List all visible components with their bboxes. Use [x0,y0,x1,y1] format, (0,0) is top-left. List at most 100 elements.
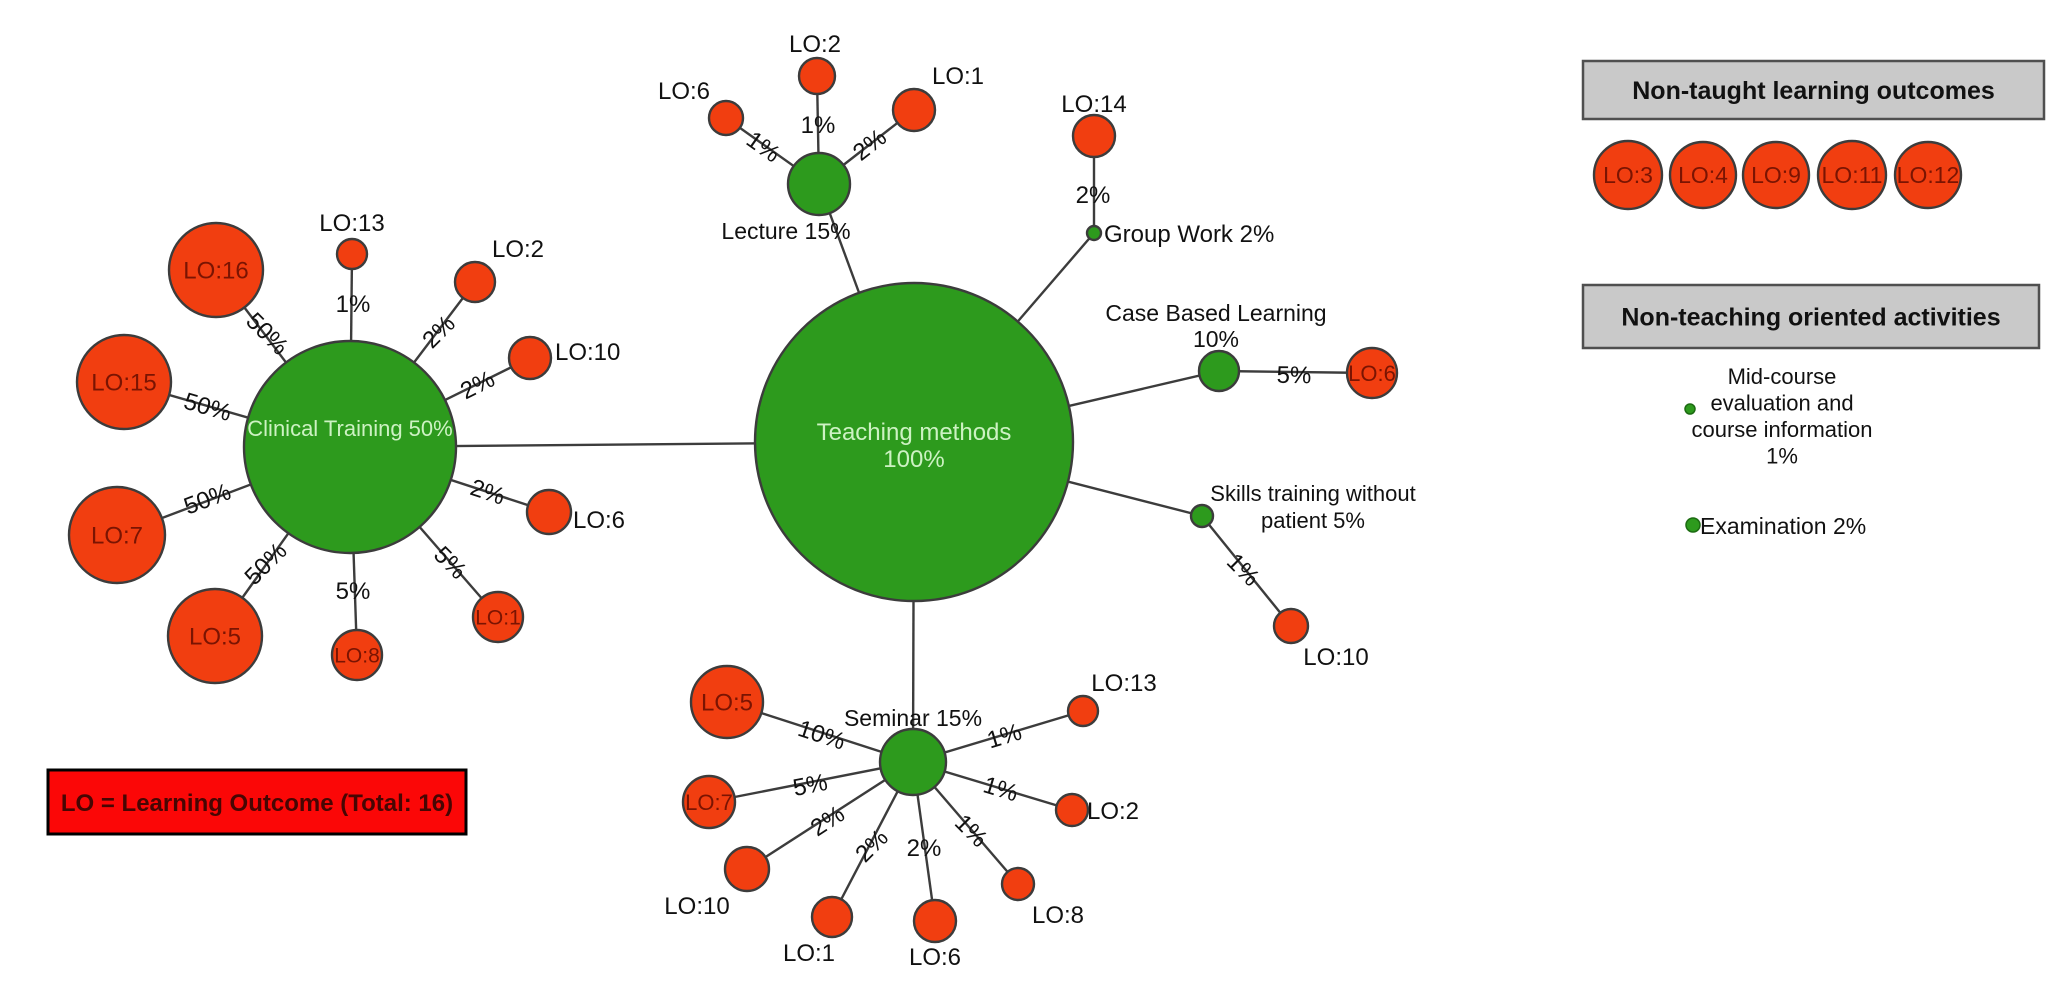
non-taught-header-box [1581,59,2046,121]
node-sem-lo2-label: LO:2 [1087,798,1139,825]
nt-lo11 [1816,139,1888,211]
legend-label: LO = Learning Outcome (Total: 16) [61,790,453,817]
node-ct-lo8 [330,628,384,682]
edge-label-group-work-gw-lo14: 2% [1076,182,1111,209]
node-cbl-lo6 [1345,346,1399,400]
node-lec-lo1-label: LO:1 [932,63,984,90]
node-teaching-label-0: Teaching methods [817,419,1012,446]
edge-skills-training-sk-lo10 [1201,515,1292,627]
node-sem-lo6-label: LO:6 [909,944,961,971]
nt-lo4 [1668,140,1738,210]
node-teaching-label-1: 100% [883,446,944,473]
node-sk-lo10 [1272,607,1310,645]
node-ct-lo2-label: LO:2 [492,236,544,263]
node-ct-lo16-label: LO:16 [183,258,248,285]
mid-course-evaluation-dot [1684,403,1696,415]
node-ct-lo15-label: LO:15 [91,370,156,397]
edge-label-seminar-sem-lo1: 2% [850,824,894,868]
node-lecture-label: Lecture 15% [721,218,850,244]
examination-label: Examination 2% [1700,513,1866,539]
node-lec-lo2 [797,56,837,96]
nt-lo12 [1893,140,1963,210]
node-sem-lo2 [1054,792,1090,828]
nt-lo9 [1741,140,1811,210]
node-ct-lo1 [471,590,525,644]
node-sem-lo10 [723,845,771,893]
node-case-based-learning-label-0: Case Based Learning [1105,300,1326,326]
edge-label-clinical-ct-lo13: 1% [336,291,371,318]
node-sem-lo5-label: LO:5 [701,690,753,717]
node-skills-training-label-1: patient 5% [1261,508,1365,533]
node-sem-lo8 [1000,866,1036,902]
node-ct-lo5 [166,587,264,685]
node-ct-lo7-label: LO:7 [91,523,143,550]
node-ct-lo13 [335,237,369,271]
node-ct-lo10 [507,335,553,381]
node-gw-lo14 [1071,113,1117,159]
node-ct-lo7 [67,485,167,585]
node-lec-lo6 [707,99,745,137]
edge-label-clinical-ct-lo10: 2% [456,366,499,406]
node-sem-lo8-label: LO:8 [1032,902,1084,929]
nt-lo3 [1592,139,1664,211]
legend-box [46,768,468,836]
node-ct-lo8-label: LO:8 [334,645,380,668]
edge-label-seminar-sem-lo2: 1% [980,771,1021,807]
mid-course-evaluation-label-3: 1% [1766,444,1798,469]
node-ct-lo5-label: LO:5 [189,624,241,651]
node-lecture [786,151,852,217]
node-skills-training-label-0: Skills training without [1210,481,1415,506]
node-sem-lo1 [810,895,854,939]
node-sem-lo5 [689,664,765,740]
edge-label-clinical-ct-lo7: 50% [180,478,234,520]
node-gw-lo14-label: LO:14 [1061,91,1126,118]
examination-dot [1685,517,1701,533]
nt-lo3-label: LO:3 [1603,162,1653,188]
edge-label-clinical-ct-lo15: 50% [181,388,235,427]
edge-label-clinical-ct-lo8: 5% [336,578,371,605]
node-sk-lo10-label: LO:10 [1303,644,1368,671]
node-lec-lo1 [891,87,937,133]
node-teaching [753,281,1075,603]
node-ct-lo1-label: LO:1 [475,607,521,630]
node-group-work-label: Group Work 2% [1104,221,1274,248]
non-teaching-header-box [1581,283,2041,350]
edge-label-lecture-lec-lo2: 1% [801,112,836,139]
node-seminar [878,727,948,797]
edge-label-seminar-sem-lo5: 10% [795,715,849,755]
edge-label-clinical-ct-lo6: 2% [467,474,508,510]
nt-lo12-label: LO:12 [1897,162,1960,188]
node-cbl-lo6-label: LO:6 [1348,361,1396,386]
node-sem-lo6 [912,898,958,944]
edge-label-clinical-ct-lo2: 2% [417,310,461,354]
edge-label-seminar-sem-lo6: 2% [907,835,942,862]
mid-course-evaluation-label-2: course information [1692,417,1873,442]
node-lec-lo6-label: LO:6 [658,78,710,105]
node-ct-lo6-label: LO:6 [573,507,625,534]
node-ct-lo10-label: LO:10 [555,339,620,366]
node-case-based-learning [1197,349,1241,393]
node-case-based-learning-label-1: 10% [1193,326,1239,352]
edge-label-lecture-lec-lo1: 2% [848,124,892,167]
node-ct-lo16 [167,221,265,319]
mid-course-evaluation-label-1: evaluation and [1710,391,1853,416]
node-ct-lo6 [525,488,573,536]
node-sem-lo1-label: LO:1 [783,940,835,967]
edge-label-clinical-ct-lo5: 50% [240,538,293,591]
node-group-work [1085,224,1103,242]
node-clinical-label: Clinical Training 50% [247,416,452,441]
edge-seminar-sem-lo7 [708,760,914,804]
edge-label-clinical-ct-lo16: 50% [240,308,293,361]
nt-lo4-label: LO:4 [1678,162,1728,188]
node-clinical [242,339,458,555]
node-sem-lo7-label: LO:7 [685,790,733,815]
nt-lo11-label: LO:11 [1822,162,1883,188]
node-ct-lo15 [75,333,173,431]
node-lec-lo2-label: LO:2 [789,31,841,58]
non-taught-header-label: Non-taught learning outcomes [1632,77,1995,105]
nt-lo9-label: LO:9 [1751,162,1801,188]
edge-label-seminar-sem-lo13: 1% [984,719,1025,755]
edge-label-seminar-sem-lo7: 5% [791,769,830,802]
